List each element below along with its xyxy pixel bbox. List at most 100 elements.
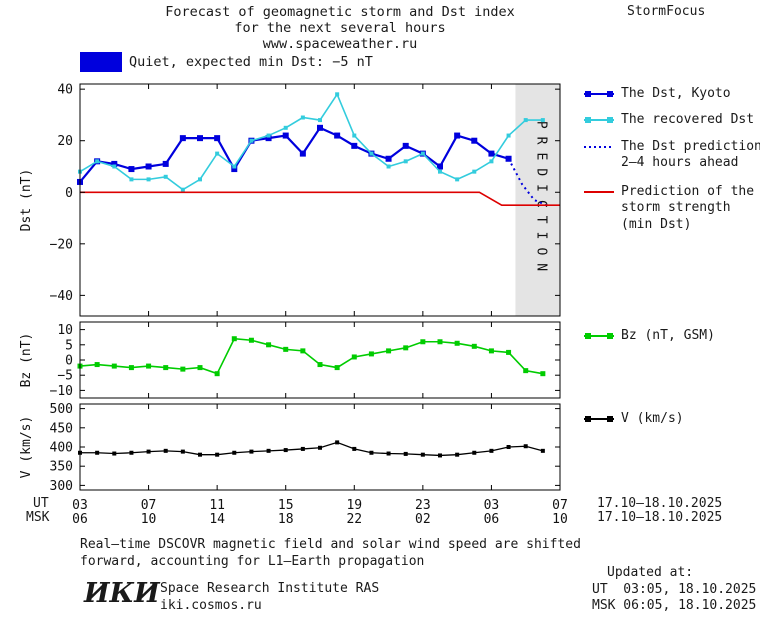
dst-panel-ytick-label: −40 [50, 289, 73, 304]
marker-v-km-s [283, 448, 288, 453]
marker-the-recovered-dst [266, 133, 271, 138]
series-prediction-of-the-storm-strength-min-dst [80, 191, 560, 206]
bz-panel-ytick-label: −10 [50, 384, 73, 399]
status-color-box [80, 52, 122, 72]
marker-bz-nt-gsm [283, 346, 289, 352]
marker-the-dst-kyoto [488, 150, 495, 157]
v-panel-ytick-label: 450 [50, 421, 73, 436]
marker-the-recovered-dst [283, 125, 288, 130]
marker-v-km-s [318, 445, 322, 450]
msk-date-range: 17.10–18.10.2025 [597, 510, 723, 525]
msk-tick-label: 22 [346, 512, 362, 527]
marker-v-km-s [540, 448, 545, 453]
updated-at-label: Updated at: [607, 565, 694, 580]
marker-v-km-s [215, 452, 220, 457]
msk-row-label: MSK [26, 510, 50, 525]
legend-item-dst-kyoto: The Dst, Kyoto [584, 86, 731, 101]
v-panel-ytick-label: 350 [50, 460, 73, 475]
status-text: Quiet, expected min Dst: −5 nT [129, 54, 373, 70]
marker-the-dst-kyoto [471, 137, 478, 144]
bz-panel-ytick-label: 0 [65, 354, 73, 369]
legend-label-storm-3: (min Dst) [621, 217, 692, 232]
ut-tick-label: 03 [484, 498, 500, 513]
marker-bz-nt-gsm [248, 337, 254, 343]
legend-label-recovered-dst: The recovered Dst [621, 112, 755, 127]
site-url: www.spaceweather.ru [262, 36, 418, 52]
marker-the-recovered-dst [540, 118, 545, 123]
marker-v-km-s [249, 449, 254, 454]
msk-tick-label: 14 [209, 512, 225, 527]
page-title-line1: Forecast of geomagnetic storm and Dst in… [165, 4, 515, 20]
dst-panel-ylabel: Dst (nT) [19, 169, 34, 232]
marker-v-km-s [523, 444, 528, 449]
marker-v-km-s [386, 451, 391, 456]
marker-v-km-s [403, 451, 408, 456]
marker-bz-nt-gsm [540, 371, 546, 377]
marker-bz-nt-gsm [111, 363, 117, 369]
marker-v-km-s [146, 449, 151, 454]
marker-bz-nt-gsm [506, 349, 512, 355]
marker-v-km-s [129, 450, 134, 455]
marker-the-dst-kyoto [385, 155, 392, 162]
iki-logo: ИКИ [84, 578, 160, 609]
marker-the-recovered-dst [95, 159, 100, 164]
legend-item-storm-prediction: Prediction of the [584, 184, 754, 199]
storm-prediction-swatch-icon [584, 186, 614, 198]
series-the-recovered-dst [79, 92, 543, 191]
marker-bz-nt-gsm [351, 354, 357, 360]
marker-the-dst-kyoto [162, 160, 169, 167]
legend-label-storm-1: Prediction of the [621, 184, 755, 199]
marker-v-km-s [472, 450, 477, 455]
ut-tick-label: 03 [72, 498, 88, 513]
marker-v-km-s [489, 448, 494, 453]
legend-label-v: V (km/s) [621, 411, 684, 426]
institute-site: iki.cosmos.ru [160, 598, 262, 613]
v-panel-ytick-label: 400 [50, 441, 73, 456]
marker-the-recovered-dst [249, 138, 254, 143]
marker-v-km-s [163, 448, 168, 453]
marker-the-dst-kyoto [179, 135, 186, 142]
marker-the-dst-kyoto [454, 132, 461, 139]
dst-panel-frame [79, 83, 561, 317]
msk-tick-label: 02 [415, 512, 431, 527]
marker-the-dst-kyoto [299, 150, 306, 157]
marker-bz-nt-gsm [266, 342, 272, 348]
marker-bz-nt-gsm [437, 339, 443, 345]
marker-the-dst-kyoto [197, 135, 203, 142]
marker-the-recovered-dst [352, 133, 357, 138]
recovered-dst-swatch-icon [584, 114, 614, 126]
marker-bz-nt-gsm [420, 339, 426, 345]
marker-v-km-s [455, 452, 460, 457]
marker-v-km-s [232, 450, 237, 455]
marker-v-km-s [352, 446, 357, 451]
marker-bz-nt-gsm [523, 368, 529, 374]
marker-the-recovered-dst [489, 159, 494, 164]
marker-v-km-s [266, 448, 271, 453]
marker-the-recovered-dst [335, 92, 340, 97]
msk-tick-label: 18 [278, 512, 294, 527]
ut-tick-label: 23 [415, 498, 431, 513]
dst-kyoto-swatch-icon [584, 88, 614, 100]
legend-label-dst-prediction-1: The Dst prediction [621, 139, 760, 154]
marker-bz-nt-gsm [197, 365, 203, 371]
ut-row-label: UT [33, 496, 49, 511]
legend-label-dst-kyoto: The Dst, Kyoto [621, 86, 731, 101]
marker-the-recovered-dst [386, 164, 391, 169]
legend-item-v: V (km/s) [584, 411, 684, 426]
legend-label-bz: Bz (nT, GSM) [621, 328, 715, 343]
marker-bz-nt-gsm [128, 365, 134, 371]
updated-msk: MSK 06:05, 18.10.2025 [592, 598, 757, 613]
marker-v-km-s [369, 450, 374, 455]
series-bz-nt-gsm [79, 337, 543, 375]
marker-the-dst-kyoto [402, 142, 409, 149]
msk-tick-label: 10 [141, 512, 157, 527]
msk-tick-label: 10 [552, 512, 568, 527]
marker-the-dst-kyoto [231, 166, 238, 173]
msk-tick-label: 06 [72, 512, 88, 527]
v-panel-ylabel: V (km/s) [19, 416, 34, 479]
marker-the-recovered-dst [318, 118, 322, 123]
series-the-dst-prediction-2-4-hours-ahead [507, 158, 547, 207]
marker-the-dst-kyoto [282, 132, 289, 139]
marker-the-recovered-dst [198, 177, 202, 182]
